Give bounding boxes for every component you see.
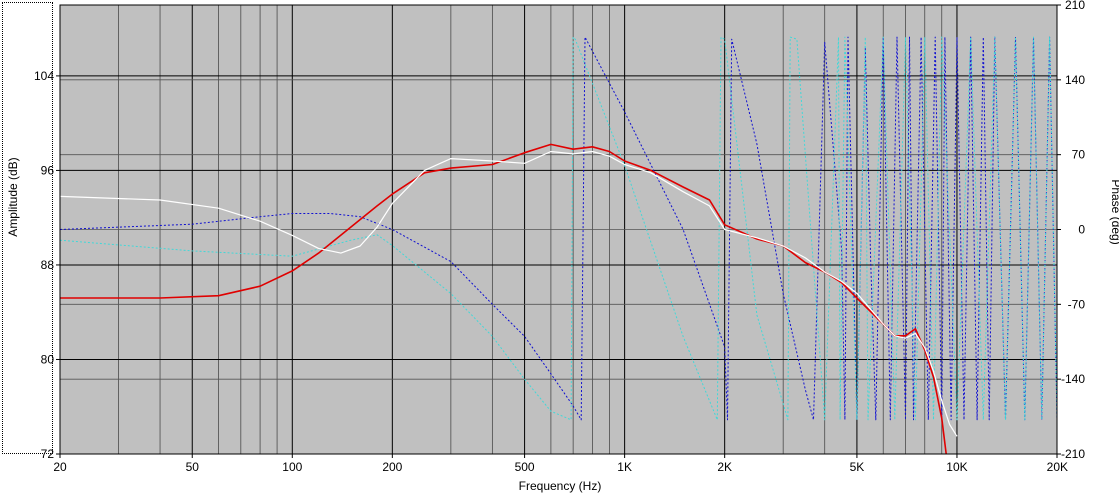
y-axis-ticks: 72 80 88 96 104	[34, 69, 60, 461]
x-tick-label: 1K	[617, 460, 632, 474]
x-tick-label: 20K	[1047, 460, 1068, 474]
y-tick-label: 80	[41, 352, 55, 366]
x-tick-label: 2K	[717, 460, 732, 474]
y2-tick-label: 0	[1078, 223, 1085, 237]
series-line-white	[60, 150, 958, 437]
legend-box	[2, 2, 53, 454]
series-group	[60, 36, 1057, 454]
y2-tick-label: 140	[1065, 73, 1085, 87]
y-tick-label: 88	[41, 258, 55, 272]
x-tick-label: 50	[186, 460, 200, 474]
series-line-cyan	[60, 36, 1057, 421]
y2-tick-label: -140	[1061, 372, 1085, 386]
x-axis-ticks: 20 50 100 200 500 1K 2K 5K 10K 20K	[53, 454, 1068, 474]
y-tick-label: 96	[41, 163, 55, 177]
y2-tick-label: -70	[1068, 297, 1086, 311]
x-tick-label: 10K	[946, 460, 967, 474]
y-tick-label: 72	[41, 447, 55, 461]
x-tick-label: 200	[382, 460, 402, 474]
y2-axis-label: Phase (deg)	[1109, 179, 1119, 244]
x-axis-label: Frequency (Hz)	[519, 479, 602, 493]
x-tick-label: 20	[53, 460, 67, 474]
x-tick-label: 500	[515, 460, 535, 474]
y2-tick-label: 70	[1072, 148, 1086, 162]
grid	[59, 5, 1058, 455]
y2-tick-label: -210	[1061, 447, 1085, 461]
y-axis-label: Amplitude (dB)	[6, 157, 20, 236]
y2-axis-ticks: -210 -140 -70 0 70 140 210	[1057, 0, 1085, 461]
y2-tick-label: 210	[1065, 0, 1085, 12]
x-tick-label: 100	[282, 460, 302, 474]
x-tick-label: 5K	[850, 460, 865, 474]
y-tick-label: 104	[34, 69, 54, 83]
